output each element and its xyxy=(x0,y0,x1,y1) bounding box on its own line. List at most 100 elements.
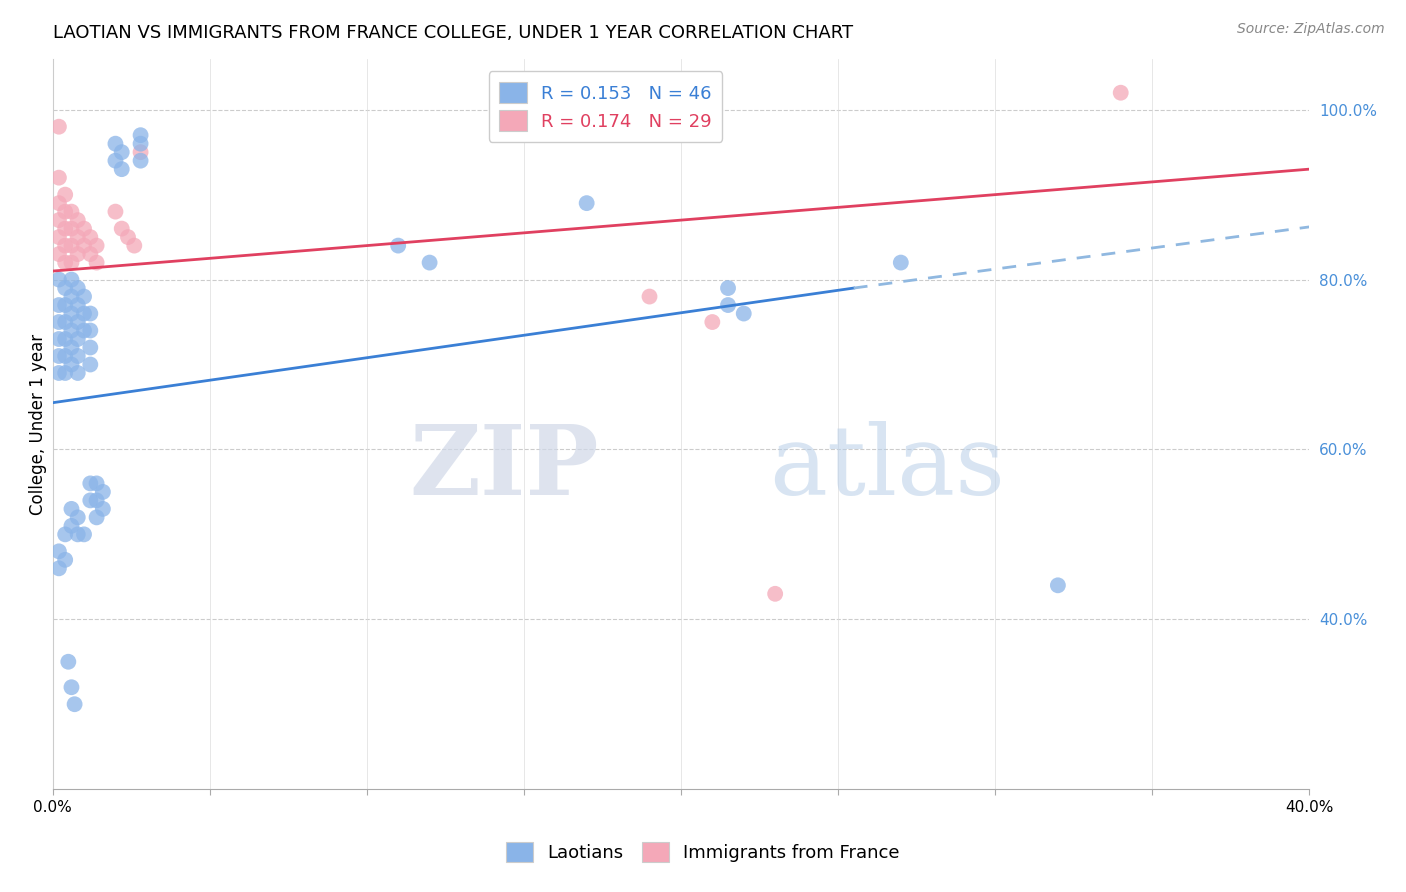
Point xyxy=(86,493,108,508)
Point xyxy=(48,332,70,346)
Point xyxy=(575,196,598,211)
Point xyxy=(53,553,76,567)
Point xyxy=(111,162,134,177)
Point xyxy=(53,281,76,295)
Point xyxy=(79,358,101,372)
Point xyxy=(717,298,740,312)
Point xyxy=(53,527,76,541)
Point xyxy=(53,204,76,219)
Point xyxy=(73,324,96,338)
Point xyxy=(73,527,96,541)
Text: Source: ZipAtlas.com: Source: ZipAtlas.com xyxy=(1237,22,1385,37)
Point xyxy=(53,315,76,329)
Point xyxy=(66,527,89,541)
Point xyxy=(79,341,101,355)
Point xyxy=(117,230,139,244)
Point xyxy=(66,213,89,227)
Point xyxy=(60,341,83,355)
Point xyxy=(48,196,70,211)
Point xyxy=(48,315,70,329)
Point xyxy=(63,697,86,711)
Point xyxy=(79,230,101,244)
Point xyxy=(66,510,89,524)
Point xyxy=(890,255,912,269)
Point xyxy=(53,255,76,269)
Point xyxy=(702,315,724,329)
Point xyxy=(1109,86,1132,100)
Point xyxy=(48,170,70,185)
Point xyxy=(48,120,70,134)
Point xyxy=(60,255,83,269)
Point xyxy=(763,587,786,601)
Point xyxy=(66,332,89,346)
Point xyxy=(73,289,96,303)
Legend: R = 0.153   N = 46, R = 0.174   N = 29: R = 0.153 N = 46, R = 0.174 N = 29 xyxy=(489,71,723,142)
Point xyxy=(66,298,89,312)
Point xyxy=(129,128,152,143)
Point xyxy=(48,561,70,575)
Point xyxy=(60,680,83,694)
Point xyxy=(91,501,114,516)
Text: atlas: atlas xyxy=(769,421,1005,515)
Point xyxy=(58,655,80,669)
Y-axis label: College, Under 1 year: College, Under 1 year xyxy=(30,334,46,515)
Point xyxy=(60,519,83,533)
Point xyxy=(60,501,83,516)
Point xyxy=(129,145,152,160)
Point xyxy=(104,153,127,168)
Point xyxy=(60,324,83,338)
Point xyxy=(53,187,76,202)
Point xyxy=(66,366,89,380)
Point xyxy=(79,247,101,261)
Point xyxy=(60,289,83,303)
Point xyxy=(66,315,89,329)
Point xyxy=(733,307,755,321)
Point xyxy=(124,238,146,252)
Point xyxy=(48,349,70,363)
Point xyxy=(53,349,76,363)
Point xyxy=(73,238,96,252)
Point xyxy=(66,230,89,244)
Point xyxy=(60,204,83,219)
Point xyxy=(717,281,740,295)
Point xyxy=(60,358,83,372)
Point xyxy=(53,298,76,312)
Point xyxy=(129,153,152,168)
Point xyxy=(111,145,134,160)
Point xyxy=(66,349,89,363)
Point xyxy=(638,289,661,303)
Point xyxy=(79,307,101,321)
Text: LAOTIAN VS IMMIGRANTS FROM FRANCE COLLEGE, UNDER 1 YEAR CORRELATION CHART: LAOTIAN VS IMMIGRANTS FROM FRANCE COLLEG… xyxy=(52,24,853,42)
Legend: Laotians, Immigrants from France: Laotians, Immigrants from France xyxy=(499,834,907,870)
Point xyxy=(66,247,89,261)
Point xyxy=(111,221,134,235)
Point xyxy=(53,221,76,235)
Point xyxy=(48,230,70,244)
Point xyxy=(387,238,409,252)
Point xyxy=(48,247,70,261)
Point xyxy=(60,221,83,235)
Point xyxy=(48,213,70,227)
Point xyxy=(60,272,83,286)
Point xyxy=(79,324,101,338)
Point xyxy=(53,366,76,380)
Point xyxy=(86,238,108,252)
Point xyxy=(79,493,101,508)
Point xyxy=(66,281,89,295)
Point xyxy=(104,136,127,151)
Point xyxy=(419,255,441,269)
Point xyxy=(1046,578,1069,592)
Point xyxy=(86,255,108,269)
Point xyxy=(73,221,96,235)
Point xyxy=(48,366,70,380)
Point xyxy=(79,476,101,491)
Point xyxy=(86,510,108,524)
Point xyxy=(104,204,127,219)
Point xyxy=(86,476,108,491)
Text: ZIP: ZIP xyxy=(409,421,599,515)
Point xyxy=(48,298,70,312)
Point xyxy=(73,307,96,321)
Point xyxy=(53,238,76,252)
Point xyxy=(53,332,76,346)
Point xyxy=(91,484,114,499)
